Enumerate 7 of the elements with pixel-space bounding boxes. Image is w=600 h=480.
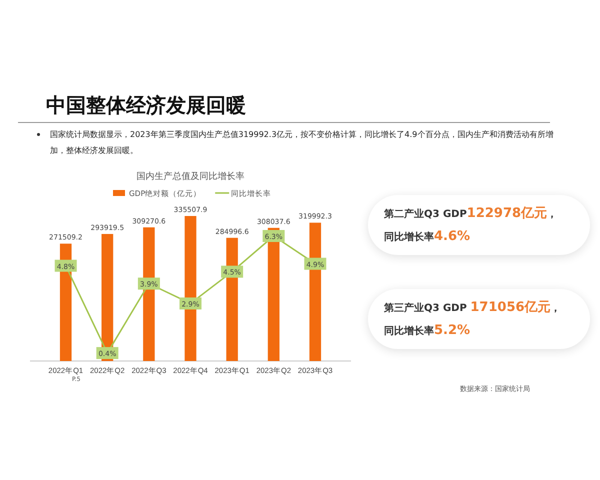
text: 第三产业Q3 GDP 171056亿元， bbox=[384, 300, 561, 315]
chart-title: 国内生产总值及同比增长率 bbox=[136, 171, 244, 182]
text: 中国整体经济发展回暖 bbox=[46, 92, 246, 119]
text: 第二产业Q3 GDP122978亿元， bbox=[384, 206, 558, 221]
text: 同比增长率5.2% bbox=[384, 323, 470, 338]
text: 国家统计局数据显示，2023年第三季度国内生产总值319992.3亿元，按不变价格计算，同比增长了4.9个百分点，国内生产和消费活动有所增加，整体经济发展回暖。 bbox=[50, 129, 554, 157]
text: 同比增长率4.6% bbox=[384, 229, 470, 244]
